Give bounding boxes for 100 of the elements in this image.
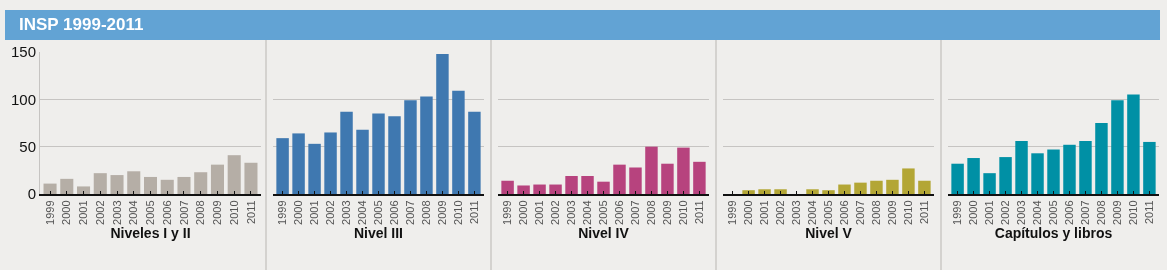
x-tick-label: 2010 bbox=[451, 200, 464, 225]
x-tick-label: 2008 bbox=[1095, 200, 1108, 225]
x-tick-label: 2008 bbox=[420, 200, 433, 225]
x-tick-label: 2011 bbox=[467, 200, 480, 225]
x-tick-label: 2003 bbox=[110, 200, 123, 225]
bar bbox=[677, 147, 690, 194]
x-tick-label: 1999 bbox=[43, 200, 56, 225]
bar bbox=[452, 90, 465, 194]
x-tick-label: 2005 bbox=[822, 200, 835, 225]
x-tick-label: 2004 bbox=[356, 200, 369, 225]
bar bbox=[1015, 140, 1028, 194]
bar bbox=[758, 189, 771, 194]
x-tick-label: 2010 bbox=[676, 200, 689, 225]
x-tick-label: 2011 bbox=[244, 200, 257, 225]
x-tick-label: 2005 bbox=[372, 200, 385, 225]
x-tick-label: 2005 bbox=[597, 200, 610, 225]
bar bbox=[227, 155, 241, 194]
x-tick-label: 2001 bbox=[533, 200, 546, 225]
x-tick-label: 2004 bbox=[1031, 200, 1044, 225]
bar bbox=[886, 179, 899, 194]
x-axis-title: Nivel IV bbox=[578, 224, 630, 241]
x-tick-label: 2003 bbox=[790, 200, 803, 225]
bar bbox=[160, 179, 174, 194]
bar bbox=[468, 111, 481, 194]
bar bbox=[854, 182, 867, 194]
bar bbox=[501, 180, 514, 194]
bar bbox=[77, 186, 91, 194]
x-tick-label: 2009 bbox=[1111, 200, 1124, 225]
bar bbox=[1127, 94, 1140, 194]
bar bbox=[308, 143, 321, 194]
x-tick-label: 2010 bbox=[901, 200, 914, 225]
x-tick-label: 2009 bbox=[211, 200, 224, 225]
bar bbox=[565, 176, 578, 194]
x-tick-label: 2010 bbox=[227, 200, 240, 225]
x-tick-label: 2000 bbox=[742, 200, 755, 225]
bar bbox=[902, 168, 915, 194]
x-tick-label: 2011 bbox=[1142, 200, 1155, 225]
x-tick-label: 2011 bbox=[692, 200, 705, 225]
x-tick-label: 2002 bbox=[999, 200, 1012, 225]
x-tick-label: 2000 bbox=[60, 200, 73, 225]
bar bbox=[93, 173, 107, 194]
x-tick-label: 2004 bbox=[127, 200, 140, 225]
x-tick-label: 2007 bbox=[177, 200, 190, 225]
bar bbox=[951, 163, 964, 194]
y-tick-label: 0 bbox=[27, 185, 36, 203]
bar bbox=[372, 113, 385, 194]
x-tick-label: 2007 bbox=[854, 200, 867, 225]
x-tick-label: 2003 bbox=[1015, 200, 1028, 225]
x-tick-label: 2006 bbox=[838, 200, 851, 225]
x-tick-label: 2008 bbox=[645, 200, 658, 225]
x-tick-label: 2006 bbox=[388, 200, 401, 225]
bar bbox=[1047, 149, 1060, 194]
x-tick-label: 2000 bbox=[517, 200, 530, 225]
bar bbox=[774, 189, 787, 194]
x-tick-label: 2008 bbox=[194, 200, 207, 225]
bar bbox=[822, 190, 835, 194]
bar bbox=[404, 100, 417, 194]
x-tick-label: 2006 bbox=[1063, 200, 1076, 225]
x-tick-label: 2009 bbox=[661, 200, 674, 225]
x-tick-label: 1999 bbox=[276, 200, 289, 225]
x-tick-label: 2002 bbox=[774, 200, 787, 225]
bar bbox=[742, 190, 755, 194]
bar bbox=[967, 158, 980, 194]
bar bbox=[388, 116, 401, 194]
bar bbox=[983, 173, 996, 194]
x-tick-label: 2005 bbox=[1047, 200, 1060, 225]
bar bbox=[806, 189, 819, 194]
bar bbox=[356, 129, 369, 194]
bar bbox=[1111, 100, 1124, 194]
bar bbox=[340, 111, 353, 194]
y-tick-label: 50 bbox=[19, 137, 36, 155]
x-tick-label: 1999 bbox=[951, 200, 964, 225]
bar bbox=[661, 163, 674, 194]
bar bbox=[629, 167, 642, 194]
bar bbox=[870, 180, 883, 194]
x-tick-label: 2008 bbox=[870, 200, 883, 225]
bar bbox=[533, 184, 546, 194]
bar bbox=[420, 96, 433, 194]
x-tick-label: 2000 bbox=[967, 200, 980, 225]
bar bbox=[517, 185, 530, 194]
bar bbox=[436, 53, 449, 194]
x-axis-title: Capítulos y libros bbox=[994, 224, 1113, 241]
bar bbox=[918, 180, 931, 194]
x-tick-label: 2006 bbox=[613, 200, 626, 225]
x-tick-label: 2005 bbox=[144, 200, 157, 225]
bar bbox=[177, 176, 191, 194]
bar bbox=[143, 176, 158, 194]
bar bbox=[210, 164, 224, 194]
x-tick-label: 2007 bbox=[629, 200, 642, 225]
bar bbox=[194, 172, 208, 194]
chart-title: INSP 1999-2011 bbox=[5, 10, 1160, 40]
bar bbox=[693, 161, 706, 194]
x-tick-label: 2004 bbox=[581, 200, 594, 225]
bar bbox=[1079, 140, 1092, 194]
x-tick-label: 2001 bbox=[758, 200, 771, 225]
x-tick-label: 2001 bbox=[983, 200, 996, 225]
bar bbox=[1095, 123, 1108, 194]
x-tick-label: 2000 bbox=[292, 200, 305, 225]
bar bbox=[549, 184, 562, 194]
x-tick-label: 2004 bbox=[806, 200, 819, 225]
